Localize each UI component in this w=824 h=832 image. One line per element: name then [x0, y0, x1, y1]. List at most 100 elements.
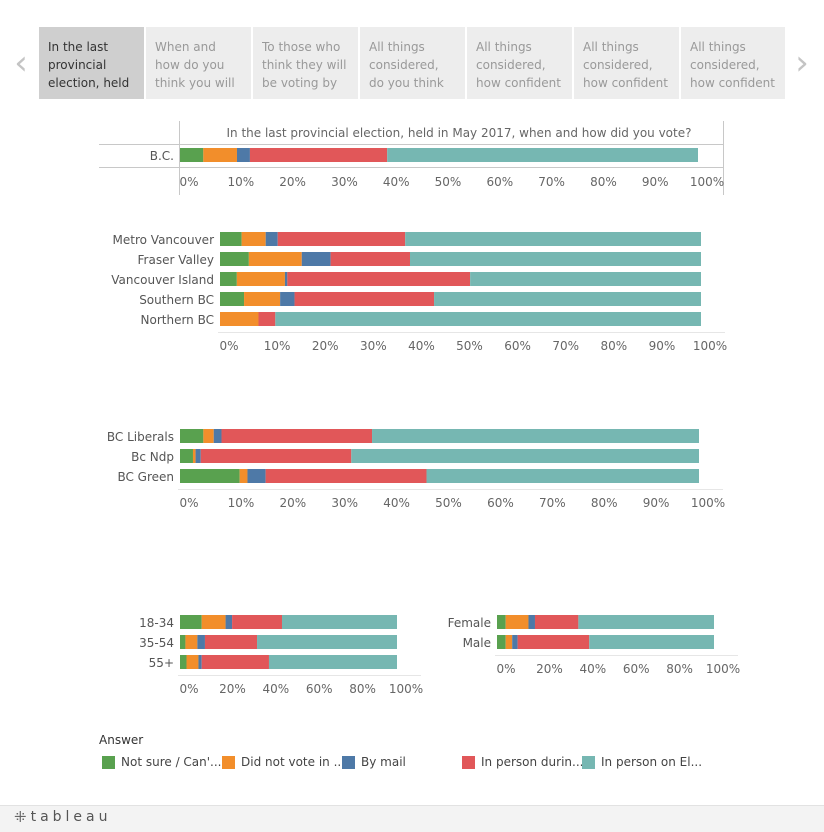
bar-segment-fraser-valley-in-person-on-election-day[interactable]	[409, 252, 701, 266]
tick-label: 100%	[389, 682, 423, 696]
bar-segment-18-34-in-person-on-election-day[interactable]	[281, 615, 397, 629]
tick-label: 50%	[435, 175, 462, 189]
bar-segment-metro-vancouver-in-person-during-advance-voting[interactable]	[277, 232, 406, 246]
legend-item-did-not-vote[interactable]: Did not vote in ...	[222, 754, 345, 770]
bar-segment-southern-bc-in-person-during-advance-voting[interactable]	[294, 292, 435, 306]
tick-label: 60%	[306, 682, 333, 696]
row-label-55: 55+	[149, 656, 174, 670]
bar-segment-metro-vancouver-by-mail[interactable]	[265, 232, 278, 246]
bar-segment-35-54-not-sure-can-t-remember[interactable]	[180, 635, 186, 649]
bar-segment-bc-green-did-not-vote-in-this-election[interactable]	[239, 469, 248, 483]
legend-item-in-person-election-day[interactable]: In person on El...	[582, 754, 702, 770]
bar-segment-b-c-in-person-on-election-day[interactable]	[387, 148, 698, 162]
bar-segment-vancouver-island-in-person-on-election-day[interactable]	[470, 272, 701, 286]
bar-segment-metro-vancouver-did-not-vote-in-this-election[interactable]	[241, 232, 266, 246]
bar-segment-35-54-did-not-vote-in-this-election[interactable]	[185, 635, 198, 649]
bar-segment-male-in-person-during-advance-voting[interactable]	[517, 635, 590, 649]
bar-segment-bc-liberals-not-sure-can-t-remember[interactable]	[180, 429, 204, 443]
bar-segment-fraser-valley-by-mail[interactable]	[301, 252, 331, 266]
bar-segment-vancouver-island-in-person-during-advance-voting[interactable]	[287, 272, 471, 286]
bar-segment-female-in-person-during-advance-voting[interactable]	[534, 615, 579, 629]
bar-segment-vancouver-island-did-not-vote-in-this-election[interactable]	[236, 272, 285, 286]
chart-title: In the last provincial election, held in…	[227, 126, 692, 140]
bar-segment-bc-green-in-person-on-election-day[interactable]	[426, 469, 699, 483]
bar-segment-b-c-did-not-vote-in-this-election[interactable]	[203, 148, 237, 162]
bar-segment-55-in-person-on-election-day[interactable]	[268, 655, 397, 669]
tick-label: 70%	[552, 339, 579, 353]
bar-segment-fraser-valley-did-not-vote-in-this-election[interactable]	[248, 252, 302, 266]
bar-segment-bc-liberals-did-not-vote-in-this-election[interactable]	[203, 429, 214, 443]
tick-label: 50%	[456, 339, 483, 353]
tick-label: 40%	[262, 682, 289, 696]
row-label-fraser-valley: Fraser Valley	[138, 253, 214, 267]
next-arrow-icon[interactable]: ›	[795, 43, 809, 83]
bar-segment-female-by-mail[interactable]	[528, 615, 535, 629]
story-tab-1[interactable]: In the last provincial election, held	[39, 27, 144, 99]
bar-segment-bc-green-not-sure-can-t-remember[interactable]	[180, 469, 240, 483]
bar-segment-northern-bc-did-not-vote-in-this-election[interactable]	[220, 312, 259, 326]
bar-segment-bc-liberals-by-mail[interactable]	[213, 429, 222, 443]
story-tab-2[interactable]: When and how do you think you will be	[146, 27, 251, 99]
legend-item-by-mail[interactable]: By mail	[342, 754, 406, 770]
legend-item-not-sure[interactable]: Not sure / Can'...	[102, 754, 222, 770]
story-tab-6[interactable]: All things considered, how confident	[574, 27, 679, 99]
bar-segment-55-by-mail[interactable]	[198, 655, 202, 669]
bar-segment-male-by-mail[interactable]	[512, 635, 518, 649]
legend-item-in-person-advance[interactable]: In person durin...	[462, 754, 583, 770]
bar-segment-male-not-sure-can-t-remember[interactable]	[497, 635, 506, 649]
bar-segment-fraser-valley-in-person-during-advance-voting[interactable]	[330, 252, 410, 266]
bar-segment-northern-bc-in-person-during-advance-voting[interactable]	[258, 312, 276, 326]
bar-segment-bc-liberals-in-person-on-election-day[interactable]	[372, 429, 699, 443]
bar-segment-female-in-person-on-election-day[interactable]	[578, 615, 714, 629]
bar-segment-vancouver-island-by-mail[interactable]	[284, 272, 288, 286]
bar-segment-bc-liberals-in-person-during-advance-voting[interactable]	[221, 429, 373, 443]
bar-segment-southern-bc-by-mail[interactable]	[280, 292, 295, 306]
bar-segment-metro-vancouver-in-person-on-election-day[interactable]	[405, 232, 701, 246]
bar-segment-b-c-by-mail[interactable]	[236, 148, 250, 162]
bar-segment-35-54-in-person-during-advance-voting[interactable]	[204, 635, 258, 649]
bar-segment-55-did-not-vote-in-this-election[interactable]	[186, 655, 199, 669]
bar-segment-55-in-person-during-advance-voting[interactable]	[201, 655, 269, 669]
bar-segment-female-did-not-vote-in-this-election[interactable]	[505, 615, 529, 629]
bar-segment-b-c-not-sure-can-t-remember[interactable]	[180, 148, 204, 162]
row-label-18-34: 18-34	[139, 616, 174, 630]
bar-segment-northern-bc-in-person-on-election-day[interactable]	[275, 312, 701, 326]
story-tab-label: To those who think they will be voting b…	[262, 40, 347, 90]
bar-segment-18-34-did-not-vote-in-this-election[interactable]	[201, 615, 226, 629]
bar-segment-bc-ndp-in-person-during-advance-voting[interactable]	[200, 449, 352, 463]
bar-segment-35-54-by-mail[interactable]	[197, 635, 205, 649]
bar-segment-bc-ndp-not-sure-can-t-remember[interactable]	[180, 449, 193, 463]
bar-segment-male-did-not-vote-in-this-election[interactable]	[505, 635, 513, 649]
bar-segment-male-in-person-on-election-day[interactable]	[589, 635, 714, 649]
story-tab-4[interactable]: All things considered, do you think	[360, 27, 465, 99]
bar-segment-bc-ndp-in-person-on-election-day[interactable]	[351, 449, 699, 463]
bar-segment-vancouver-island-not-sure-can-t-remember[interactable]	[220, 272, 237, 286]
story-tab-3[interactable]: To those who think they will be voting b…	[253, 27, 358, 99]
bar-segment-bc-ndp-did-not-vote-in-this-election[interactable]	[192, 449, 196, 463]
story-tab-label: In the last provincial election, held	[48, 40, 130, 90]
bar-segment-southern-bc-not-sure-can-t-remember[interactable]	[220, 292, 245, 306]
bar-segment-55-not-sure-can-t-remember[interactable]	[180, 655, 187, 669]
bar-segment-fraser-valley-not-sure-can-t-remember[interactable]	[220, 252, 249, 266]
bar-segment-b-c-in-person-during-advance-voting[interactable]	[249, 148, 388, 162]
previous-arrow-icon[interactable]: ‹	[14, 43, 28, 83]
bar-segment-bc-ndp-by-mail[interactable]	[195, 449, 201, 463]
story-tab-5[interactable]: All things considered, how confident	[467, 27, 572, 99]
tick-label: 40%	[408, 339, 435, 353]
tick-label: 40%	[383, 175, 410, 189]
bar-segment-bc-green-in-person-during-advance-voting[interactable]	[265, 469, 427, 483]
bar-segment-35-54-in-person-on-election-day[interactable]	[257, 635, 397, 649]
bar-segment-bc-green-by-mail[interactable]	[247, 469, 266, 483]
bar-segment-female-not-sure-can-t-remember[interactable]	[497, 615, 506, 629]
bar-segment-southern-bc-in-person-on-election-day[interactable]	[434, 292, 701, 306]
bar-segment-metro-vancouver-not-sure-can-t-remember[interactable]	[220, 232, 242, 246]
bar-segment-southern-bc-did-not-vote-in-this-election[interactable]	[244, 292, 281, 306]
bar-segment-18-34-by-mail[interactable]	[225, 615, 233, 629]
legend-swatch	[222, 755, 235, 769]
tableau-logo[interactable]: ⁜ tableau	[14, 808, 112, 826]
bar-segment-18-34-not-sure-can-t-remember[interactable]	[180, 615, 202, 629]
tick-label: 80%	[600, 339, 627, 353]
story-tab-7[interactable]: All things considered, how confident	[681, 27, 785, 99]
tick-label: 30%	[331, 175, 358, 189]
bar-segment-18-34-in-person-during-advance-voting[interactable]	[232, 615, 282, 629]
